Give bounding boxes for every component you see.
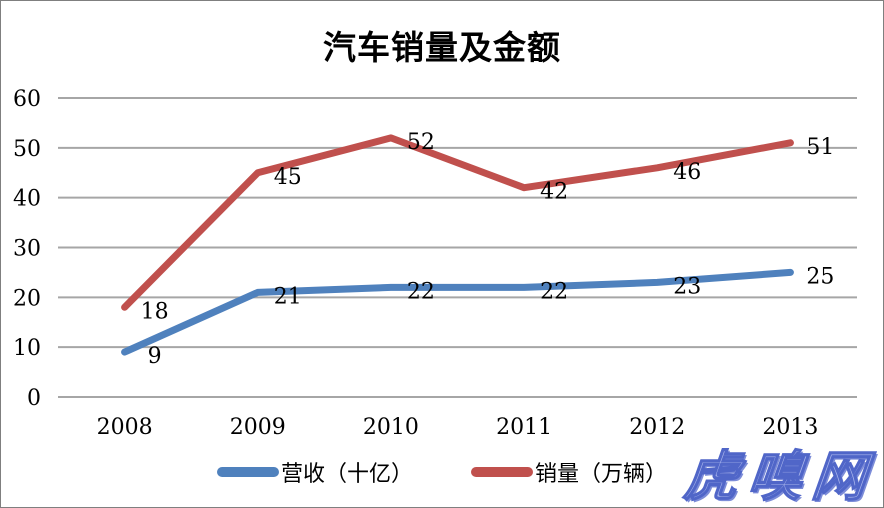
y-tick-label-0: 0 <box>27 386 41 411</box>
x-tick-label-2009: 2009 <box>230 415 286 440</box>
legend-entry-1: 销量（万辆） <box>471 456 667 488</box>
data-label-s0-2011: 22 <box>540 279 568 304</box>
x-tick-label-2010: 2010 <box>363 415 419 440</box>
data-label-s0-2013: 25 <box>806 264 834 289</box>
y-tick-label-60: 60 <box>13 87 41 112</box>
data-label-s1-2012: 46 <box>673 160 701 185</box>
legend: 营收（十亿） 销量（万辆） <box>1 456 883 488</box>
data-label-s0-2008: 9 <box>148 344 162 369</box>
series-lines-group <box>121 134 794 356</box>
watermark: 虎嗅网 <box>680 443 880 508</box>
data-label-s1-2010: 52 <box>407 130 435 155</box>
chart-title: 汽车销量及金额 <box>323 28 561 67</box>
data-label-s1-2009: 45 <box>274 165 302 190</box>
y-tick-label-10: 10 <box>13 336 41 361</box>
x-tick-label-2008: 2008 <box>97 415 153 440</box>
data-label-s0-2009: 21 <box>274 284 302 309</box>
series-line-1 <box>121 134 794 311</box>
y-tick-label-20: 20 <box>13 286 41 311</box>
legend-entry-0: 营收（十亿） <box>216 456 413 488</box>
data-labels-group: 9 21 22 22 23 25 18 45 52 42 46 51 <box>141 130 835 369</box>
legend-swatch-1 <box>471 467 533 477</box>
x-tick-label-2012: 2012 <box>629 415 685 440</box>
y-axis-labels-group: 0 10 20 30 40 50 60 <box>13 87 41 411</box>
y-tick-label-50: 50 <box>13 137 41 162</box>
y-tick-label-30: 30 <box>13 237 41 262</box>
gridlines-group <box>58 97 857 398</box>
legend-label-1: 销量（万辆） <box>535 462 668 487</box>
y-tick-label-40: 40 <box>13 187 41 212</box>
legend-label-0: 营收（十亿） <box>280 462 413 487</box>
data-label-s0-2010: 22 <box>407 279 435 304</box>
data-label-s0-2012: 23 <box>673 274 701 299</box>
data-label-s1-2011: 42 <box>540 180 568 205</box>
data-label-s1-2008: 18 <box>141 299 169 324</box>
data-label-s1-2013: 51 <box>806 135 834 160</box>
x-axis-labels-group: 2008 2009 2010 2011 2012 2013 <box>97 415 819 440</box>
series-line-0 <box>121 268 794 356</box>
x-tick-label-2013: 2013 <box>762 415 818 440</box>
x-tick-label-2011: 2011 <box>496 415 552 440</box>
legend-swatch-0 <box>216 467 279 477</box>
